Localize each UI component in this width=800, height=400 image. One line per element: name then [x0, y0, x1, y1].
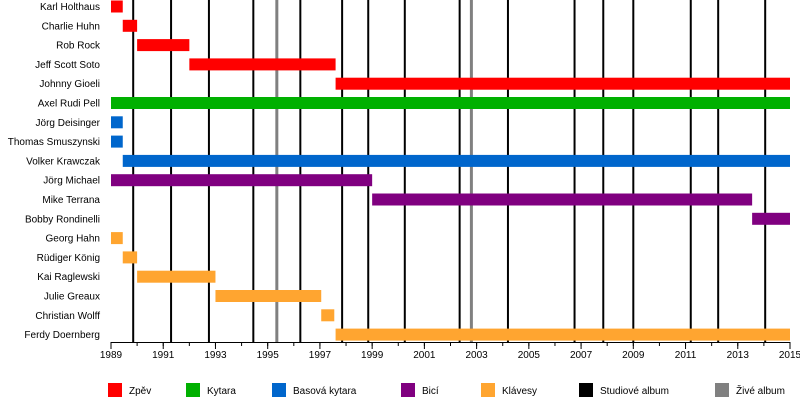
x-tick-label: 1999: [361, 350, 384, 361]
member-name-jorg-michael: Jörg Michael: [43, 176, 100, 187]
x-tick-label: 2015: [779, 350, 800, 361]
legend-swatch-zive-album: [715, 383, 729, 397]
legend-label-bici: Bicí: [422, 386, 439, 397]
x-tick-label: 1995: [257, 350, 280, 361]
member-bar-karl-holthaus: [111, 0, 123, 13]
member-name-christian-wolff: Christian Wolff: [35, 311, 100, 322]
member-bar-christian-wolff: [321, 309, 335, 322]
member-names: Karl Holthaus Charlie Huhn Rob Rock Jeff Sc…: [8, 2, 101, 341]
x-tick-label: 1989: [100, 350, 123, 361]
member-name-karl-holthaus: Karl Holthaus: [40, 2, 100, 13]
member-name-bobby-rondinelli: Bobby Rondinelli: [25, 214, 100, 225]
legend-label-basova-kytara: Basová kytara: [293, 386, 357, 397]
legend-swatch-studiove-album: [579, 383, 593, 397]
member-name-julie-greaux: Julie Greaux: [44, 292, 100, 303]
member-name-jeff-scott-soto: Jeff Scott Soto: [35, 60, 100, 71]
member-bar-volker-krawczak: [122, 154, 790, 167]
member-bar-georg-hahn: [111, 232, 123, 245]
member-bar-axel-rudi-pell: [111, 97, 790, 109]
legend-swatch-bici: [401, 383, 415, 397]
legend: Zpěv Kytara Basová kytara Bicí Klávesy Studio…: [108, 383, 785, 397]
legend-label-zpev: Zpěv: [129, 386, 151, 397]
member-bar-rudiger-konig: [122, 251, 138, 264]
legend-swatch-zpev: [108, 383, 122, 397]
member-name-kai-raglewski: Kai Raglewski: [37, 272, 100, 283]
member-name-rob-rock: Rob Rock: [56, 41, 101, 52]
member-name-axel-rudi-pell: Axel Rudi Pell: [38, 99, 100, 110]
x-tick-label: 2011: [675, 350, 697, 361]
x-axis: 1989 1991 1993 1995 1997 1999 2001 2003 2005 2007…: [100, 342, 800, 361]
member-bar-jorg-michael: [111, 174, 373, 187]
x-tick-label: 2009: [622, 350, 645, 361]
member-bar-julie-greaux: [215, 290, 322, 302]
member-bar-jorg-deisinger: [111, 116, 123, 129]
legend-label-klavesy: Klávesy: [502, 386, 537, 397]
legend-label-kytara: Kytara: [207, 386, 236, 397]
member-name-charlie-huhn: Charlie Huhn: [42, 21, 100, 32]
member-name-thomas-smuszynski: Thomas Smuszynski: [8, 137, 100, 148]
legend-label-studiove-album: Studiové album: [600, 386, 669, 397]
album-lines: [132, 0, 767, 342]
member-name-volker-krawczak: Volker Krawczak: [26, 156, 101, 167]
member-bar-rob-rock: [137, 39, 190, 52]
member-name-georg-hahn: Georg Hahn: [46, 234, 100, 245]
member-name-johnny-gioeli: Johnny Gioeli: [39, 79, 100, 90]
legend-swatch-basova-kytara: [272, 383, 286, 397]
member-bar-ferdy-doernberg: [335, 328, 790, 341]
member-bar-kai-raglewski: [137, 270, 216, 283]
member-bar-mike-terrana: [372, 193, 753, 206]
member-name-rudiger-konig: Rüdiger König: [37, 253, 100, 264]
x-tick-label: 2003: [465, 350, 488, 361]
legend-swatch-klavesy: [481, 383, 495, 397]
x-tick-label: 2007: [570, 350, 593, 361]
member-bar-bobby-rondinelli: [752, 212, 790, 225]
member-bars: [111, 0, 790, 341]
legend-swatch-kytara: [186, 383, 200, 397]
member-bar-charlie-huhn: [122, 19, 138, 32]
legend-label-zive-album: Živé album: [736, 384, 785, 397]
x-tick-label: 2001: [413, 350, 436, 361]
member-bar-thomas-smuszynski: [111, 135, 123, 148]
member-bar-jeff-scott-soto: [189, 58, 336, 71]
x-tick-label: 1991: [152, 350, 175, 361]
x-tick-label: 2005: [518, 350, 541, 361]
member-name-mike-terrana: Mike Terrana: [42, 195, 100, 206]
member-name-ferdy-doernberg: Ferdy Doernberg: [24, 330, 100, 341]
member-bar-johnny-gioeli: [335, 77, 790, 90]
x-tick-label: 2013: [727, 350, 750, 361]
member-name-jorg-deisinger: Jörg Deisinger: [36, 118, 101, 129]
x-tick-label: 1997: [309, 350, 332, 361]
x-tick-label: 1993: [204, 350, 227, 361]
